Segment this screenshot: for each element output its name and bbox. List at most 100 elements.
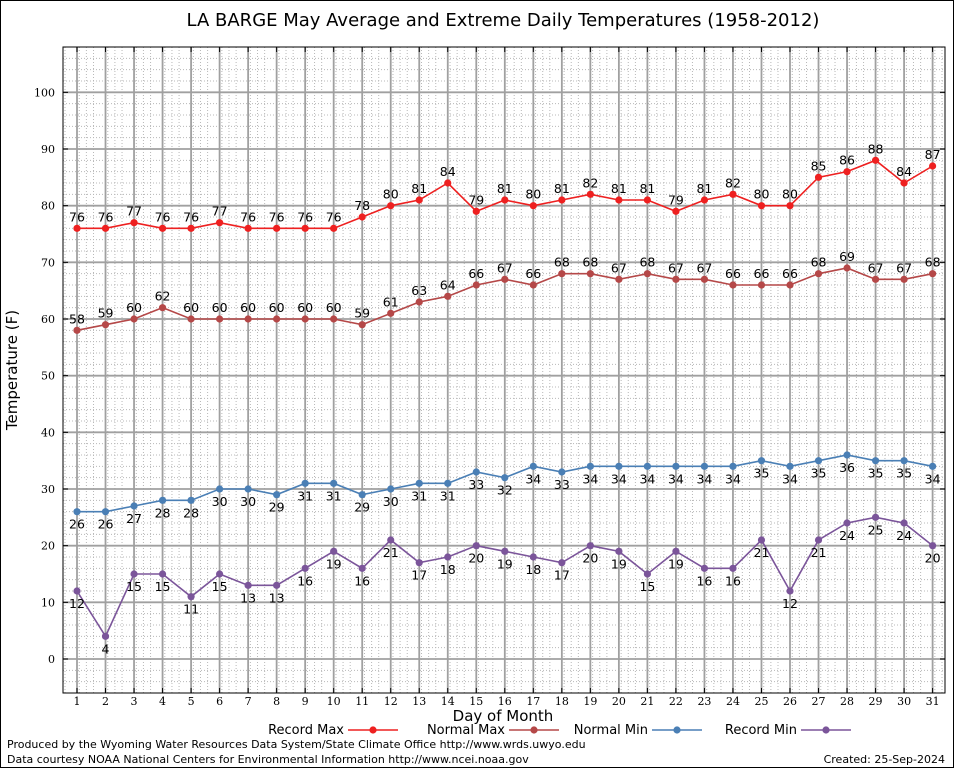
data-label-record-max: 78 — [354, 198, 370, 213]
data-point-record-max — [643, 196, 652, 204]
y-tick-labels: 0 10 20 30 40 50 60 70 80 90 100 — [34, 86, 55, 666]
x-tick-label: 17 — [526, 695, 540, 708]
data-label-normal-min: 34 — [611, 471, 627, 486]
data-label-record-max: 76 — [269, 209, 285, 224]
data-label-normal-min: 34 — [925, 471, 941, 486]
data-point-record-min — [729, 564, 737, 572]
data-point-record-max — [786, 202, 794, 210]
data-point-record-max — [929, 162, 937, 170]
data-point-record-max — [558, 196, 566, 204]
data-label-normal-max: 68 — [554, 255, 570, 270]
data-point-normal-min — [615, 462, 623, 470]
y-tick-label: 90 — [41, 143, 55, 156]
data-point-normal-max — [130, 315, 138, 323]
data-point-normal-max — [472, 281, 480, 289]
legend-label-normal-max: Normal Max — [427, 723, 505, 738]
data-point-normal-min — [73, 508, 81, 516]
data-label-normal-min: 30 — [212, 494, 228, 509]
y-tick-label: 100 — [34, 86, 55, 99]
data-point-normal-max — [871, 275, 880, 283]
data-point-normal-min — [415, 479, 423, 487]
data-label-record-max: 82 — [582, 175, 598, 190]
data-point-record-max — [900, 179, 908, 187]
x-tick-label: 7 — [245, 695, 252, 708]
data-label-normal-max: 61 — [383, 294, 399, 309]
data-label-record-min: 19 — [668, 556, 684, 571]
data-label-normal-max: 66 — [725, 266, 741, 281]
data-point-record-max — [700, 196, 709, 204]
data-label-record-min: 13 — [269, 590, 285, 605]
data-point-normal-max — [929, 270, 937, 278]
x-tick-label: 30 — [897, 695, 911, 708]
x-tick-label: 31 — [926, 695, 940, 708]
x-tick-label: 5 — [188, 695, 195, 708]
data-label-normal-min: 26 — [69, 517, 85, 532]
data-point-record-min — [700, 564, 709, 572]
data-point-record-max — [472, 207, 480, 215]
x-tick-label: 20 — [612, 695, 626, 708]
legend-marker-normal-max — [530, 726, 538, 734]
data-point-normal-min — [387, 485, 395, 493]
x-tick-label: 14 — [441, 695, 455, 708]
data-label-record-max: 76 — [98, 209, 114, 224]
data-label-record-max: 85 — [811, 158, 827, 173]
data-label-normal-min: 28 — [183, 505, 199, 520]
series-record-min — [73, 513, 937, 640]
y-tick-label: 30 — [41, 483, 55, 496]
data-label-record-min: 15 — [639, 579, 655, 594]
data-label-record-max: 81 — [554, 181, 570, 196]
data-label-record-min: 17 — [411, 568, 427, 583]
data-point-normal-max — [529, 281, 537, 289]
data-point-normal-min — [843, 451, 851, 459]
data-label-record-max: 80 — [383, 187, 399, 202]
data-point-record-max — [757, 202, 766, 210]
data-point-normal-max — [444, 292, 452, 300]
y-tick-label: 40 — [41, 426, 55, 439]
footer-credit-line: Produced by the Wyoming Water Resources … — [7, 738, 586, 751]
data-point-record-min — [273, 581, 281, 589]
data-point-record-min — [558, 559, 566, 567]
data-label-record-min: 25 — [868, 522, 884, 537]
data-label-normal-max: 66 — [468, 266, 484, 281]
data-point-normal-min — [814, 457, 823, 465]
value-labels: 76 76 77 76 76 77 76 76 76 76 78 80 81 84 79 81 80 81 82 81… — [69, 141, 941, 656]
x-axis-label: Day of Month — [453, 707, 554, 725]
data-point-normal-min — [501, 474, 509, 482]
x-tick-label: 12 — [384, 695, 398, 708]
x-tick-label: 4 — [159, 695, 166, 708]
data-point-record-min — [358, 564, 366, 572]
data-point-record-max — [330, 224, 338, 232]
data-label-normal-max: 67 — [896, 260, 912, 275]
data-point-normal-max — [273, 315, 281, 323]
data-label-record-min: 21 — [754, 545, 770, 560]
data-label-normal-min: 30 — [383, 494, 399, 509]
data-point-normal-max — [700, 275, 709, 283]
data-label-normal-min: 30 — [240, 494, 256, 509]
data-point-record-max — [387, 202, 395, 210]
x-tick-label: 15 — [469, 695, 483, 708]
data-label-normal-max: 68 — [925, 255, 941, 270]
data-point-normal-max — [415, 298, 423, 306]
data-point-normal-min — [558, 468, 566, 476]
data-point-normal-max — [900, 275, 908, 283]
data-label-record-min: 16 — [354, 573, 370, 588]
data-point-record-min — [786, 587, 794, 595]
data-point-normal-min — [216, 485, 224, 493]
data-point-normal-min — [358, 491, 366, 499]
legend-label-record-min: Record Min — [725, 723, 797, 738]
data-point-normal-max — [158, 304, 167, 312]
x-tick-labels: 1 2 3 4 5 6 7 8 9 10 11 12 13 14 15 16 17 18 19 20 21 22 23 24 2… — [74, 695, 940, 708]
data-label-record-min: 12 — [782, 596, 798, 611]
data-point-normal-min — [301, 479, 309, 487]
data-label-record-max: 88 — [868, 141, 884, 156]
data-point-normal-min — [700, 462, 709, 470]
data-point-record-min — [586, 542, 594, 550]
data-label-normal-min: 35 — [754, 466, 770, 481]
x-tick-label: 18 — [555, 695, 569, 708]
data-point-record-max — [244, 224, 252, 232]
data-point-normal-min — [786, 462, 794, 470]
data-label-normal-max: 62 — [155, 289, 171, 304]
data-point-record-max — [158, 224, 167, 232]
data-point-normal-min — [900, 457, 908, 465]
